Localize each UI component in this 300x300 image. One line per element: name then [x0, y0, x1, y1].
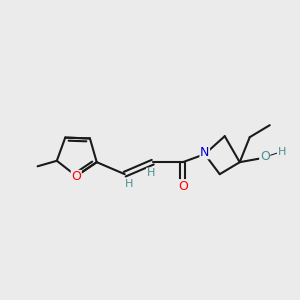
Text: O: O: [71, 170, 81, 184]
Text: H: H: [278, 147, 286, 157]
Text: O: O: [178, 180, 188, 193]
Text: N: N: [200, 146, 209, 159]
Text: H: H: [124, 179, 133, 189]
Text: O: O: [260, 150, 270, 163]
Text: H: H: [146, 168, 155, 178]
